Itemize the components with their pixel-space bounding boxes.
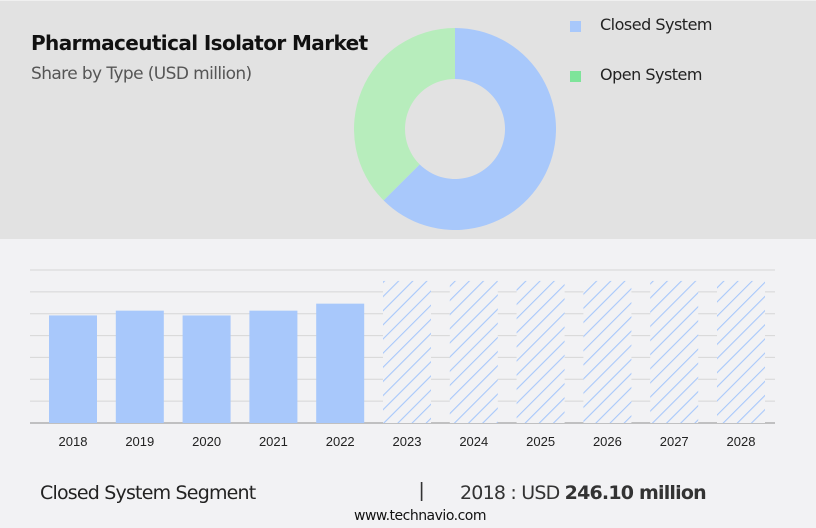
donut-slice-open-system[interactable]	[354, 28, 455, 201]
bar-2024[interactable]	[449, 280, 498, 423]
legend-label: Closed System	[600, 15, 713, 34]
x-tick-label: 2023	[393, 434, 422, 449]
bar-2025[interactable]	[516, 280, 565, 423]
segment-value: 2018 : USD 246.10 million	[460, 482, 707, 504]
page-title: Pharmaceutical Isolator Market	[31, 31, 368, 55]
x-tick-label: 2018	[59, 434, 88, 449]
bars	[49, 280, 765, 423]
bar-2027[interactable]	[650, 280, 699, 423]
donut-section: Pharmaceutical Isolator Market Share by …	[0, 0, 816, 239]
bar-2028[interactable]	[717, 280, 765, 423]
bar-2026[interactable]	[583, 280, 632, 423]
bar-chart: 2018 2019 2020 2021 2022 2023 2024 2025 2026 2027…	[30, 269, 775, 449]
segment-label: Closed System Segment	[40, 482, 256, 504]
source-url[interactable]: www.technavio.com	[354, 508, 487, 524]
bar-2020[interactable]	[182, 315, 231, 423]
value-amount: 246.10 million	[564, 482, 707, 504]
x-tick-label: 2028	[727, 434, 756, 449]
bar-2021[interactable]	[249, 310, 298, 423]
x-axis-labels: 2018 2019 2020 2021 2022 2023 2024 2025 2026 2027…	[59, 434, 756, 449]
donut-slice-closed-system[interactable]	[383, 28, 556, 230]
x-tick-label: 2026	[593, 434, 622, 449]
bar-2019[interactable]	[115, 310, 164, 423]
x-tick-label: 2025	[526, 434, 555, 449]
x-tick-label: 2020	[192, 434, 221, 449]
bar-2022[interactable]	[316, 303, 365, 423]
value-prefix: 2018 : USD	[460, 482, 565, 504]
donut-chart	[354, 28, 556, 230]
x-tick-label: 2021	[259, 434, 288, 449]
page-subtitle: Share by Type (USD million)	[31, 64, 252, 84]
x-tick-label: 2027	[660, 434, 689, 449]
bar-2023[interactable]	[383, 280, 431, 423]
legend-swatch-open-icon	[570, 71, 581, 82]
legend-swatch-closed-icon	[570, 21, 581, 32]
x-tick-label: 2024	[459, 434, 488, 449]
x-tick-label: 2022	[326, 434, 355, 449]
bar-2018[interactable]	[49, 315, 97, 423]
legend-label: Open System	[600, 65, 702, 84]
footer-separator: |	[419, 480, 425, 502]
x-tick-label: 2019	[125, 434, 154, 449]
